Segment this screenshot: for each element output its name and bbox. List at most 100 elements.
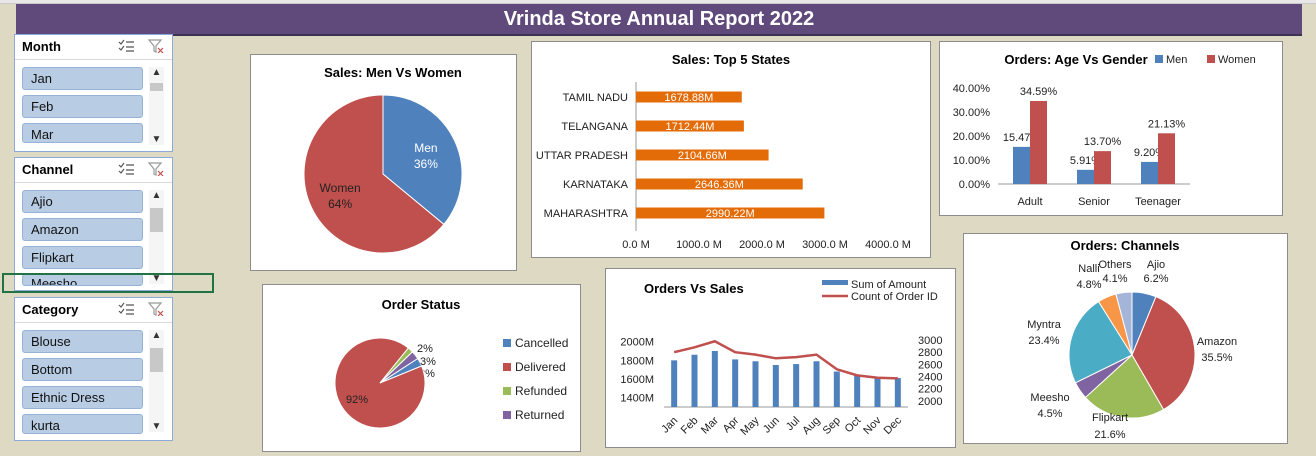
slicer-scrollbar[interactable]: ▲ ▼ xyxy=(149,330,164,432)
x-tick-label-mar: Mar xyxy=(699,414,721,436)
scroll-down-icon[interactable]: ▼ xyxy=(151,421,162,432)
bar-apr[interactable] xyxy=(732,359,739,407)
y-tick-label: 0.00% xyxy=(959,179,990,191)
bar-men-teenager[interactable] xyxy=(1141,161,1158,184)
scroll-thumb[interactable] xyxy=(150,83,163,91)
slice-name-amazon: Amazon xyxy=(1197,336,1237,348)
slicer-item-jan[interactable]: Jan xyxy=(22,67,143,90)
bar-may[interactable] xyxy=(752,361,759,407)
clear-filter-icon[interactable] xyxy=(148,162,164,176)
pie-slice-returned[interactable] xyxy=(379,351,419,384)
scroll-thumb[interactable] xyxy=(150,208,163,232)
multi-select-icon[interactable] xyxy=(118,39,134,53)
legend-swatch-delivered xyxy=(503,363,511,371)
slice-pct-meesho: 4.5% xyxy=(1037,408,1062,420)
order-status-chart[interactable]: Order Status 3% 92% 2% 3% Cancelled Delivered… xyxy=(262,284,581,452)
men-women-chart[interactable]: Sales: Men Vs Women Men 36% Women 64% xyxy=(250,54,517,271)
report-title: Vrinda Store Annual Report 2022 xyxy=(16,4,1302,36)
slice-pct-others: 4.1% xyxy=(1102,273,1127,285)
clear-filter-icon[interactable] xyxy=(148,39,164,53)
pie-slice-myntra[interactable] xyxy=(1068,300,1133,384)
pie-slice-others[interactable] xyxy=(1115,291,1133,356)
bar-aug[interactable] xyxy=(813,361,820,407)
bar-men-senior[interactable] xyxy=(1077,169,1094,184)
slicer-scrollbar[interactable]: ▲ ▼ xyxy=(149,67,164,145)
bar-telangana[interactable] xyxy=(636,120,744,132)
bar-uttar-pradesh[interactable] xyxy=(636,149,769,161)
slicer-item-mar[interactable]: Mar xyxy=(22,123,143,143)
bar-jul[interactable] xyxy=(793,364,800,407)
legend-swatch-cancelled xyxy=(503,339,511,347)
slicer-item-ethnic-dress[interactable]: Ethnic Dress xyxy=(22,386,143,409)
bar-mar[interactable] xyxy=(711,351,718,407)
scroll-up-icon[interactable]: ▲ xyxy=(151,67,162,78)
multi-select-icon[interactable] xyxy=(118,162,134,176)
selected-cell[interactable] xyxy=(2,273,214,293)
x-tick-label-aug: Aug xyxy=(800,415,822,437)
multi-select-icon[interactable] xyxy=(118,302,134,316)
category-label-teenager: Teenager xyxy=(1135,196,1181,208)
left-y-tick-label: 1600M xyxy=(620,374,654,386)
x-tick-label: 4000.0 M xyxy=(865,239,911,251)
channel-slicer[interactable]: Channel Ajio Amazon Flipkart Meesho ▲ ▼ xyxy=(14,157,173,291)
y-tick-label: 20.00% xyxy=(953,131,991,143)
scroll-down-icon[interactable]: ▼ xyxy=(151,134,162,145)
x-tick-label-apr: Apr xyxy=(721,414,742,435)
slice-pct-refunded: 2% xyxy=(417,343,433,355)
slicer-item-feb[interactable]: Feb xyxy=(22,95,143,118)
slicer-item-amazon[interactable]: Amazon xyxy=(22,218,143,241)
scroll-up-icon[interactable]: ▲ xyxy=(151,190,162,201)
y-tick-label: 10.00% xyxy=(953,155,991,167)
clear-filter-icon[interactable] xyxy=(148,302,164,316)
age-gender-chart[interactable]: Orders: Age Vs Gender 0.00% 10.00% 20.00% 3… xyxy=(939,41,1283,216)
legend-label-refunded: Refunded xyxy=(515,384,567,398)
bar-women-adult[interactable] xyxy=(1030,100,1047,184)
data-label-telangana: 1712.44M xyxy=(665,121,714,133)
category-label-telangana: TELANGANA xyxy=(561,121,628,133)
scroll-thumb[interactable] xyxy=(150,348,163,372)
pie-slice-flipkart[interactable] xyxy=(1084,354,1165,419)
slicer-item-bottom[interactable]: Bottom xyxy=(22,358,143,381)
bar-feb[interactable] xyxy=(691,354,698,407)
left-y-tick-label: 1800M xyxy=(620,355,654,367)
slice-pct-women: 64% xyxy=(328,197,352,211)
orders-sales-combo: Orders Vs Sales 1400M 1600M 1800M 2000M 2000… xyxy=(620,279,942,438)
bar-tamil-nadu[interactable] xyxy=(636,91,742,103)
orders-sales-chart[interactable]: Orders Vs Sales 1400M 1600M 1800M 2000M 2000… xyxy=(605,268,956,448)
data-label-maharashtra: 2990.22M xyxy=(706,208,755,220)
bar-men-adult[interactable] xyxy=(1013,146,1030,184)
men-women-pie: Sales: Men Vs Women Men 36% Women 64% xyxy=(303,65,463,254)
data-label-uttar-pradesh: 2104.66M xyxy=(678,150,727,162)
x-tick-label-sep: Sep xyxy=(821,415,843,437)
bar-oct[interactable] xyxy=(854,375,861,407)
bar-dec[interactable] xyxy=(894,378,901,407)
top-states-chart[interactable]: Sales: Top 5 States TAMIL NADU 1678.88M TE… xyxy=(531,41,931,258)
month-slicer[interactable]: Month Jan Feb Mar ▲ ▼ xyxy=(14,34,173,152)
slicer-item-blouse[interactable]: Blouse xyxy=(22,330,143,353)
bar-women-senior[interactable] xyxy=(1094,151,1111,184)
scroll-down-icon[interactable]: ▼ xyxy=(151,273,162,284)
x-tick-label-oct: Oct xyxy=(843,415,864,436)
bar-nov[interactable] xyxy=(874,377,881,407)
bar-karnataka[interactable] xyxy=(636,178,803,190)
category-slicer[interactable]: Category Blouse Bottom Ethnic Dress kurt… xyxy=(14,297,173,441)
bar-maharashtra[interactable] xyxy=(636,207,825,219)
right-y-tick-label: 2400 xyxy=(918,372,942,384)
line-count-of-order-id[interactable] xyxy=(673,339,898,380)
bar-sep[interactable] xyxy=(833,371,840,407)
slicer-item-kurta[interactable]: kurta xyxy=(22,414,143,434)
y-tick-label: 30.00% xyxy=(953,107,991,119)
bar-jun[interactable] xyxy=(772,365,779,407)
slicer-scrollbar[interactable]: ▲ ▼ xyxy=(149,190,164,284)
slicer-item-flipkart[interactable]: Flipkart xyxy=(22,246,143,269)
legend-label-cancelled: Cancelled xyxy=(515,336,568,350)
scroll-up-icon[interactable]: ▲ xyxy=(151,330,162,341)
channels-chart[interactable]: Orders: Channels Ajio 6.2% Amazon 35.5% Flip… xyxy=(963,233,1288,444)
slice-name-nalli: Nalli xyxy=(1078,263,1099,275)
bar-jan[interactable] xyxy=(671,360,678,407)
pie-slice-women[interactable] xyxy=(303,94,445,254)
bar-women-teenager[interactable] xyxy=(1158,133,1175,184)
x-tick-label-feb: Feb xyxy=(679,415,701,437)
slicer-item-ajio[interactable]: Ajio xyxy=(22,190,143,213)
pie-slice-men[interactable] xyxy=(382,94,463,226)
